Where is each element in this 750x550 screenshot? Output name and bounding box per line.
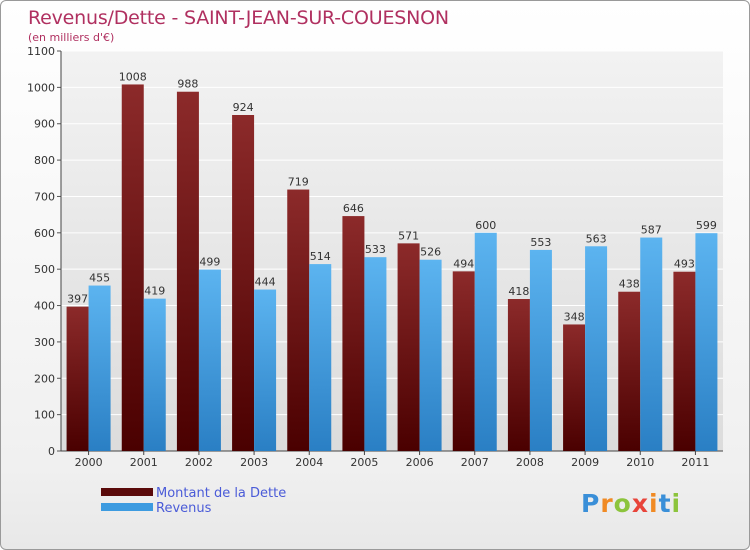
bar-debt bbox=[397, 243, 420, 451]
bar-debt bbox=[287, 189, 310, 451]
chart-subtitle: (en milliers d'€) bbox=[28, 31, 115, 44]
bar-revenue bbox=[419, 259, 442, 451]
y-tick-label: 200 bbox=[34, 372, 55, 385]
bar-debt bbox=[673, 271, 696, 451]
x-tick-label: 2005 bbox=[350, 456, 378, 469]
logo-letter: r bbox=[600, 489, 614, 518]
bar-revenue bbox=[88, 285, 111, 451]
data-label-debt: 646 bbox=[343, 202, 364, 215]
data-label-revenue: 600 bbox=[475, 219, 496, 232]
x-tick-label: 2010 bbox=[626, 456, 654, 469]
y-tick-label: 700 bbox=[34, 190, 55, 203]
bar-debt bbox=[563, 324, 586, 451]
data-label-debt: 924 bbox=[233, 101, 254, 114]
bar-revenue bbox=[254, 289, 277, 451]
data-label-revenue: 563 bbox=[586, 232, 607, 245]
bar-debt bbox=[618, 291, 641, 451]
bar-revenue bbox=[364, 257, 387, 451]
x-tick-label: 2000 bbox=[75, 456, 103, 469]
logo-letter: i bbox=[649, 489, 659, 518]
bar-debt bbox=[232, 115, 255, 451]
bar-revenue bbox=[585, 246, 608, 451]
proxiti-logo: Proxiti bbox=[581, 489, 681, 518]
data-label-revenue: 587 bbox=[641, 224, 662, 237]
x-tick-label: 2004 bbox=[295, 456, 323, 469]
bar-debt bbox=[342, 216, 365, 451]
bar-revenue bbox=[640, 237, 663, 451]
bar-revenue bbox=[695, 233, 718, 451]
bar-debt bbox=[452, 271, 475, 451]
x-tick-label: 2002 bbox=[185, 456, 213, 469]
bar-debt bbox=[66, 306, 89, 451]
data-label-revenue: 444 bbox=[255, 276, 276, 289]
data-label-debt: 418 bbox=[508, 285, 529, 298]
data-label-revenue: 455 bbox=[89, 272, 110, 285]
y-tick-label: 500 bbox=[34, 263, 55, 276]
logo-letter: P bbox=[581, 489, 601, 518]
logo-letter: x bbox=[631, 489, 649, 518]
y-tick-label: 800 bbox=[34, 154, 55, 167]
bar-revenue bbox=[529, 249, 552, 451]
chart-title: Revenus/Dette - SAINT-JEAN-SUR-COUESNON bbox=[28, 7, 449, 29]
data-label-revenue: 526 bbox=[420, 246, 441, 259]
x-tick-label: 2007 bbox=[461, 456, 489, 469]
legend-label-debt: Montant de la Dette bbox=[156, 486, 287, 501]
y-tick-label: 900 bbox=[34, 118, 55, 131]
y-tick-label: 300 bbox=[34, 336, 55, 349]
plot-area bbox=[61, 51, 723, 451]
legend-swatch-revenue bbox=[101, 503, 153, 511]
bar-debt bbox=[507, 299, 530, 451]
logo-letter: i bbox=[671, 489, 682, 518]
bar-revenue bbox=[143, 298, 166, 451]
data-label-revenue: 553 bbox=[530, 236, 551, 249]
data-label-revenue: 514 bbox=[310, 250, 331, 263]
y-tick-label: 1000 bbox=[27, 81, 55, 94]
x-tick-label: 2009 bbox=[571, 456, 599, 469]
data-label-debt: 988 bbox=[177, 78, 198, 91]
data-label-revenue: 419 bbox=[144, 285, 165, 298]
data-label-debt: 438 bbox=[619, 278, 640, 291]
data-label-debt: 1008 bbox=[119, 70, 147, 83]
data-label-revenue: 599 bbox=[696, 219, 717, 232]
data-label-debt: 571 bbox=[398, 229, 419, 242]
y-tick-label: 100 bbox=[34, 409, 55, 422]
logo-letter: o bbox=[613, 489, 632, 518]
y-tick-label: 400 bbox=[34, 300, 55, 313]
logo-letter: t bbox=[658, 489, 672, 518]
x-tick-label: 2008 bbox=[516, 456, 544, 469]
data-label-debt: 493 bbox=[674, 258, 695, 271]
x-tick-label: 2003 bbox=[240, 456, 268, 469]
x-tick-label: 2001 bbox=[130, 456, 158, 469]
data-label-debt: 719 bbox=[288, 176, 309, 189]
y-tick-label: 0 bbox=[48, 445, 55, 458]
bar-chart: 0100200300400500600700800900100011003974… bbox=[27, 45, 723, 469]
legend-label-revenue: Revenus bbox=[156, 501, 212, 516]
bar-debt bbox=[176, 91, 199, 452]
data-label-debt: 348 bbox=[564, 310, 585, 323]
data-label-revenue: 499 bbox=[199, 256, 220, 269]
y-tick-label: 1100 bbox=[27, 45, 55, 58]
data-label-debt: 494 bbox=[453, 257, 474, 270]
bar-revenue bbox=[309, 264, 332, 451]
x-tick-label: 2011 bbox=[681, 456, 709, 469]
data-label-revenue: 533 bbox=[365, 243, 386, 256]
bar-revenue bbox=[474, 232, 497, 451]
bar-revenue bbox=[198, 269, 221, 451]
data-label-debt: 397 bbox=[67, 293, 88, 306]
legend-swatch-debt bbox=[101, 488, 153, 496]
x-tick-label: 2006 bbox=[406, 456, 434, 469]
bar-debt bbox=[121, 84, 144, 452]
y-tick-label: 600 bbox=[34, 227, 55, 240]
